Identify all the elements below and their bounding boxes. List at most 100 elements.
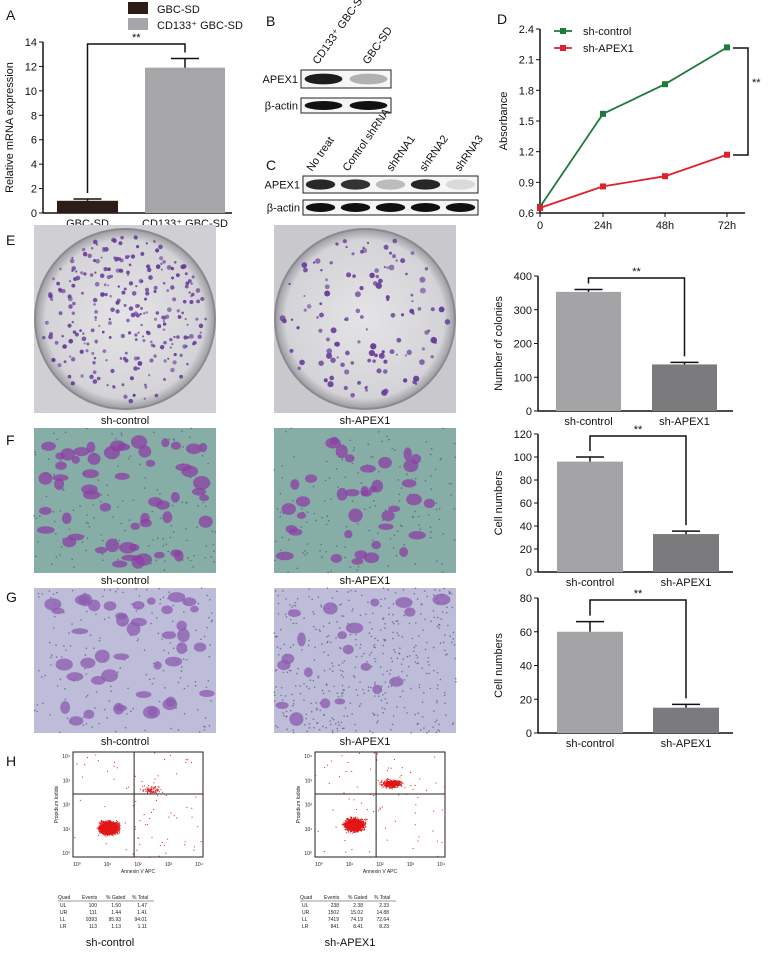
membrane-pore	[280, 686, 283, 689]
membrane-pore	[382, 673, 384, 676]
membrane-pore	[389, 669, 392, 671]
event-dot	[193, 846, 195, 848]
event-dot	[113, 823, 115, 825]
colony	[139, 312, 142, 316]
membrane-pore	[37, 540, 39, 543]
event-dot	[149, 791, 151, 793]
event-dot	[111, 829, 113, 831]
membrane-pore	[321, 643, 323, 645]
event-dot	[107, 822, 109, 824]
membrane-pore	[292, 644, 295, 646]
membrane-pore	[155, 559, 158, 562]
membrane-pore	[416, 598, 419, 600]
membrane-pore	[334, 722, 337, 725]
protein-band	[375, 203, 406, 212]
membrane-pore	[273, 632, 276, 634]
event-dot	[117, 825, 119, 827]
event-dot	[154, 790, 156, 792]
cell	[193, 475, 211, 490]
membrane-pore	[328, 622, 331, 625]
membrane-pore	[281, 476, 284, 479]
event-dot	[139, 788, 141, 790]
significance-bracket	[733, 47, 749, 156]
event-dot	[144, 824, 146, 826]
colony	[159, 256, 164, 261]
membrane-pore	[387, 438, 390, 441]
membrane-pore	[382, 587, 385, 589]
membrane-pore	[343, 715, 345, 717]
event-dot	[108, 823, 110, 825]
membrane-pore	[106, 717, 108, 719]
cell	[193, 642, 207, 652]
cell	[61, 512, 72, 525]
event-dot	[106, 829, 108, 831]
colony	[143, 397, 146, 400]
membrane-pore	[438, 589, 441, 592]
event-dot	[114, 831, 116, 833]
event-dot	[109, 823, 111, 825]
event-dot	[84, 764, 86, 766]
membrane-pore	[429, 687, 432, 690]
colony	[324, 290, 331, 297]
membrane-pore	[139, 463, 142, 466]
membrane-pore	[288, 669, 291, 672]
membrane-pore	[414, 510, 416, 513]
membrane-pore	[438, 730, 441, 732]
membrane-pore	[360, 482, 363, 484]
legend-swatch	[128, 18, 148, 30]
event-dot	[114, 828, 116, 830]
membrane-pore	[335, 637, 337, 639]
event-dot	[147, 792, 149, 794]
membrane-pore	[281, 536, 284, 539]
event-dot	[106, 829, 108, 831]
membrane-pore	[48, 590, 51, 592]
event-dot	[135, 800, 137, 802]
event-dot	[167, 838, 169, 840]
event-dot	[118, 825, 120, 827]
bar	[556, 291, 621, 411]
event-dot	[147, 788, 149, 790]
colony	[162, 260, 166, 264]
event-dot	[105, 827, 107, 829]
membrane-pore	[371, 456, 374, 458]
membrane-pore	[381, 440, 383, 443]
event-dot	[114, 829, 116, 831]
event-dot	[109, 856, 111, 858]
membrane-pore	[396, 657, 399, 660]
colony	[146, 264, 151, 269]
membrane-pore	[433, 594, 435, 597]
colony	[89, 374, 94, 380]
event-dot	[114, 826, 116, 828]
event-dot	[165, 794, 167, 796]
legend-marker	[560, 45, 566, 51]
colony	[153, 285, 158, 290]
membrane-pore	[380, 699, 383, 702]
colony	[346, 272, 352, 278]
membrane-pore	[161, 638, 163, 640]
cell	[192, 487, 207, 496]
membrane-pore	[135, 610, 138, 612]
event-dot	[116, 767, 118, 769]
colony	[419, 287, 426, 294]
event-dot	[150, 792, 152, 794]
colony	[389, 349, 395, 355]
membrane-pore	[116, 588, 119, 590]
membrane-pore	[441, 563, 443, 565]
membrane-pore	[395, 554, 398, 557]
membrane-pore	[277, 653, 280, 656]
membrane-pore	[391, 723, 394, 726]
membrane-pore	[190, 427, 192, 430]
membrane-pore	[315, 702, 317, 704]
event-dot	[105, 830, 107, 832]
membrane-pore	[423, 727, 425, 729]
membrane-pore	[425, 672, 428, 675]
colony	[128, 332, 131, 335]
membrane-pore	[411, 637, 414, 640]
event-dot	[117, 823, 119, 825]
colony	[69, 280, 72, 283]
membrane-pore	[63, 645, 65, 647]
membrane-pore	[280, 694, 282, 697]
membrane-pore	[403, 679, 406, 681]
event-dot	[116, 833, 118, 835]
cell	[161, 438, 170, 448]
